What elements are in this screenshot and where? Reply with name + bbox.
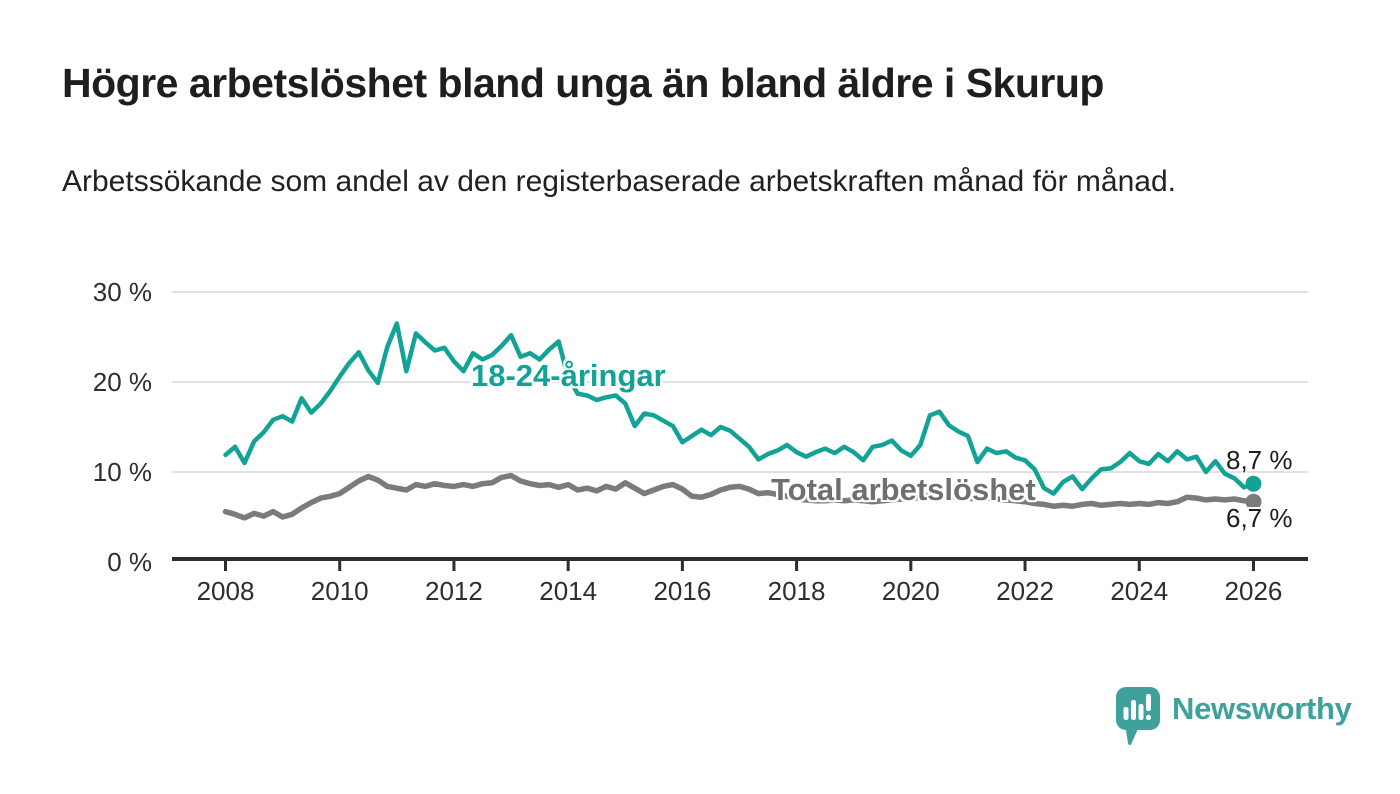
x-axis-tick-label: 2024 bbox=[1110, 576, 1169, 606]
series-line bbox=[222, 472, 1257, 521]
series-line bbox=[223, 321, 1256, 496]
series-end-dot bbox=[1245, 493, 1262, 510]
x-axis-tick-label: 2012 bbox=[425, 576, 483, 606]
end-value-label-youth: 8,7 % bbox=[1226, 445, 1293, 475]
newsworthy-brand: Newsworthy bbox=[1115, 686, 1352, 748]
y-axis-tick-label: 30 % bbox=[92, 277, 152, 307]
chart-subtitle: Arbetssökande som andel av den registerb… bbox=[62, 165, 1176, 198]
x-axis-tick-label: 2008 bbox=[196, 576, 255, 606]
x-axis-tick-label: 2010 bbox=[310, 576, 369, 606]
page-title: Högre arbetslöshet bland unga än bland ä… bbox=[62, 60, 1104, 106]
end-value-label-total: 6,7 % bbox=[1226, 503, 1293, 533]
series-label-youth: 18-24-åringar bbox=[471, 358, 666, 393]
x-axis-tick-label: 2022 bbox=[996, 576, 1054, 606]
series-label-total: Total arbetslöshet bbox=[771, 472, 1036, 507]
y-axis-tick-label: 0 % bbox=[107, 547, 152, 577]
x-axis-tick-label: 2018 bbox=[767, 576, 826, 606]
y-axis-tick-label: 20 % bbox=[92, 367, 152, 397]
newsworthy-brand-text: Newsworthy bbox=[1172, 691, 1352, 726]
newsworthy-logo-icon bbox=[1116, 687, 1160, 746]
x-axis-tick-label: 2016 bbox=[653, 576, 712, 606]
x-axis-tick-label: 2020 bbox=[881, 576, 940, 606]
x-axis-tick-label: 2014 bbox=[539, 576, 598, 606]
x-axis-tick-label: 2026 bbox=[1224, 576, 1283, 606]
series-end-dot bbox=[1245, 475, 1262, 492]
y-axis-tick-label: 10 % bbox=[92, 457, 152, 487]
